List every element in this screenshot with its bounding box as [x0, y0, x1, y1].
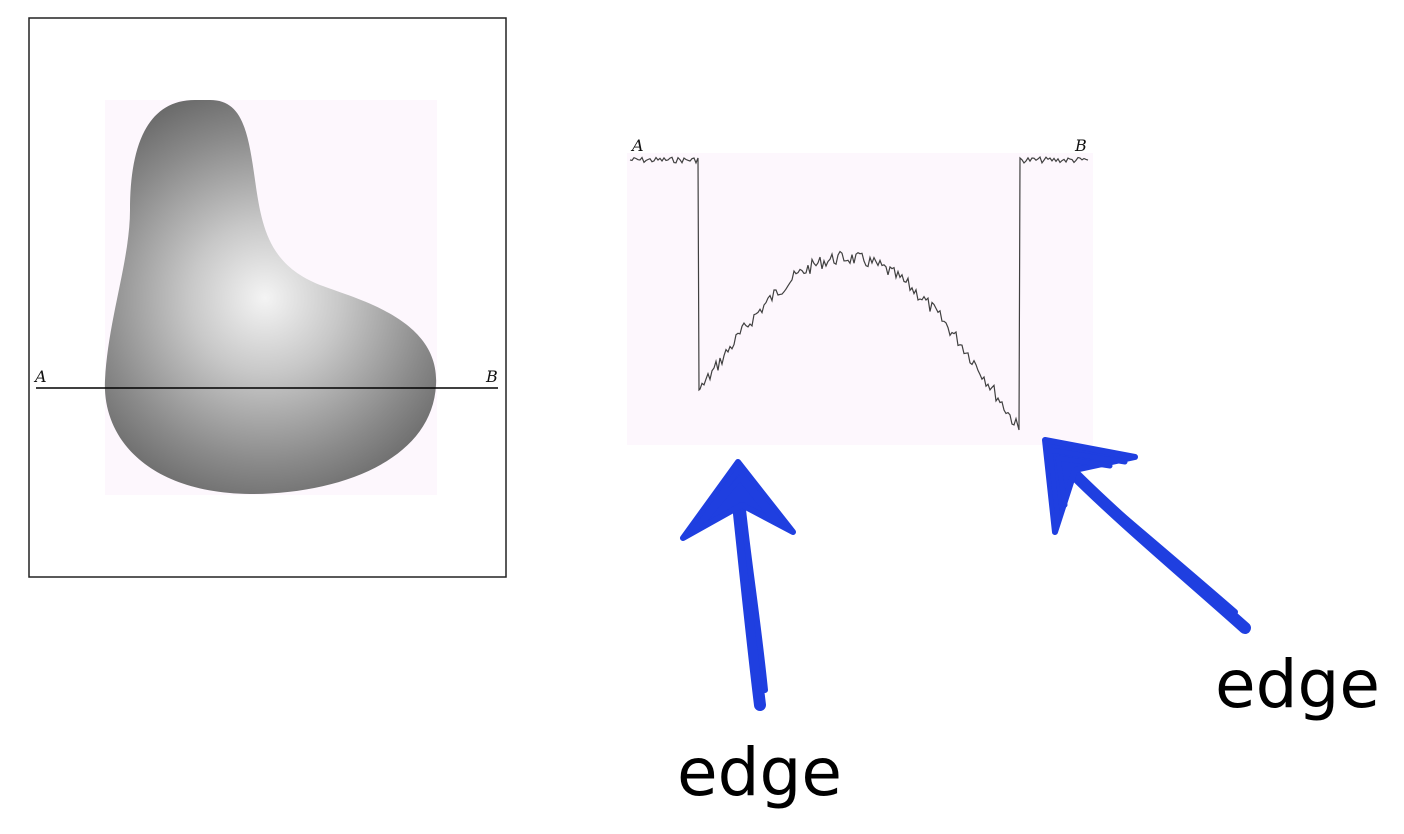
profile-label-b: B	[1074, 136, 1087, 155]
arrow-left-edge	[680, 459, 796, 711]
arrow-left-shaft	[731, 489, 766, 711]
profile-background	[627, 153, 1093, 445]
edge-label-left: edge	[677, 734, 842, 811]
left-image-panel: A B	[28, 17, 507, 578]
arrow-left-head	[680, 459, 796, 541]
intensity-profile-plot: A B	[627, 136, 1093, 445]
arrow-right-head-scribble	[1047, 447, 1128, 523]
arrow-left-head-scribble	[692, 467, 788, 533]
scan-label-b: B	[485, 367, 498, 386]
arrow-right-edge	[1042, 437, 1251, 634]
arrow-right-shaft-stroke2	[1075, 475, 1238, 615]
edge-label-right: edge	[1215, 646, 1380, 723]
profile-label-a: A	[630, 136, 644, 155]
arrow-right-head	[1042, 437, 1138, 535]
intensity-profile-line	[629, 156, 1089, 431]
scan-label-a: A	[33, 367, 47, 386]
arrow-left-shaft-stroke2	[739, 497, 768, 693]
gradient-blob	[104, 100, 437, 494]
